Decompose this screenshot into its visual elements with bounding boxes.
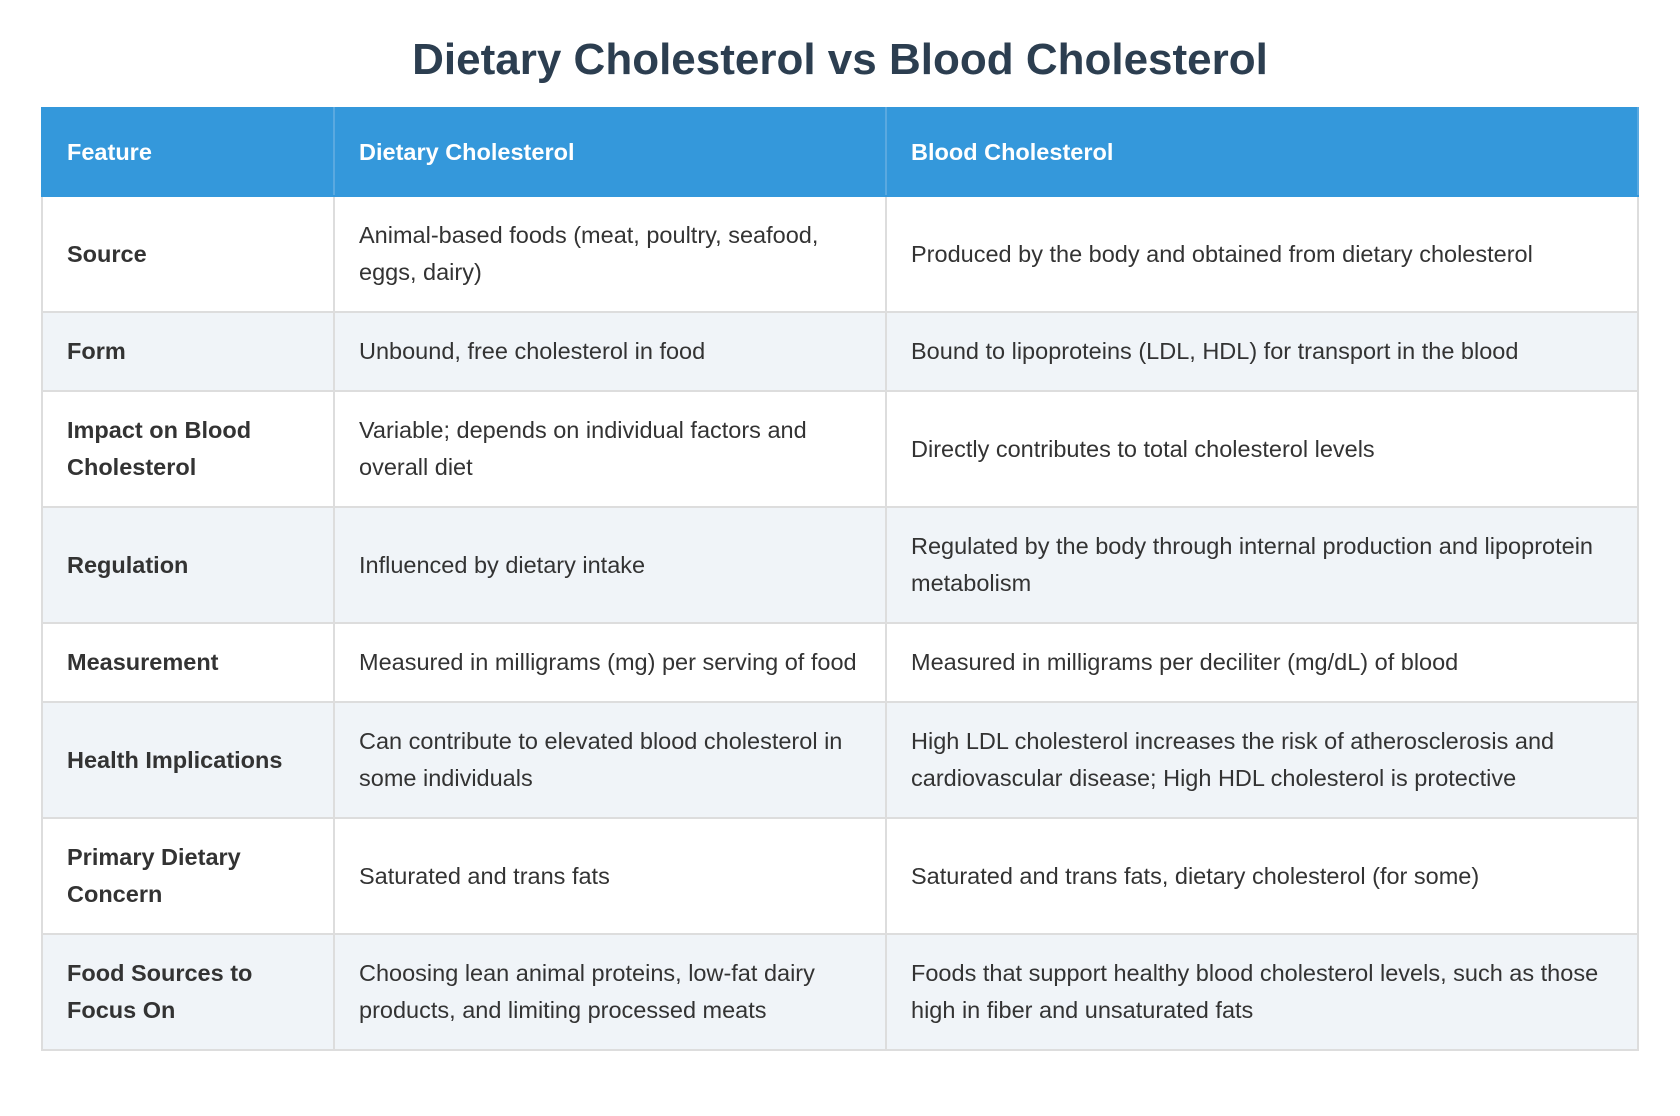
column-header: Blood Cholesterol	[885, 107, 1639, 197]
comparison-table: Feature Dietary Cholesterol Blood Choleste…	[41, 107, 1639, 1051]
column-header: Dietary Cholesterol	[333, 107, 887, 197]
table-row: Food Sources to Focus On Choosing lean an…	[41, 933, 1639, 1051]
table-cell: Foods that support healthy blood cholest…	[885, 933, 1639, 1051]
table-cell: Measured in milligrams per deciliter (mg…	[885, 622, 1639, 703]
feature-cell: Impact on Blood Cholesterol	[41, 390, 335, 508]
table-cell: Choosing lean animal proteins, low-fat d…	[333, 933, 887, 1051]
table-row: Impact on Blood Cholesterol Variable; dep…	[41, 390, 1639, 508]
header-row: Feature Dietary Cholesterol Blood Choleste…	[41, 107, 1639, 197]
table-cell: Measured in milligrams (mg) per serving …	[333, 622, 887, 703]
table-row: Primary Dietary Concern Saturated and tra…	[41, 817, 1639, 935]
table-row: Form Unbound, free cholesterol in food Bou…	[41, 311, 1639, 392]
table-cell: High LDL cholesterol increases the risk …	[885, 701, 1639, 819]
table-cell: Animal-based foods (meat, poultry, seafo…	[333, 195, 887, 313]
table-row: Health Implications Can contribute to ele…	[41, 701, 1639, 819]
table-cell: Directly contributes to total cholestero…	[885, 390, 1639, 508]
feature-cell: Source	[41, 195, 335, 313]
table-row: Regulation Influenced by dietary intake Re…	[41, 506, 1639, 624]
feature-cell: Food Sources to Focus On	[41, 933, 335, 1051]
table-cell: Saturated and trans fats	[333, 817, 887, 935]
table-cell: Saturated and trans fats, dietary choles…	[885, 817, 1639, 935]
table-cell: Variable; depends on individual factors …	[333, 390, 887, 508]
feature-cell: Form	[41, 311, 335, 392]
table-row: Source Animal-based foods (meat, poultry,…	[41, 195, 1639, 313]
feature-cell: Measurement	[41, 622, 335, 703]
column-header: Feature	[41, 107, 335, 197]
table-cell: Bound to lipoproteins (LDL, HDL) for tra…	[885, 311, 1639, 392]
feature-cell: Health Implications	[41, 701, 335, 819]
table-cell: Unbound, free cholesterol in food	[333, 311, 887, 392]
title: Dietary Cholesterol vs Blood Cholesterol	[412, 35, 1268, 84]
table-body: Source Animal-based foods (meat, poultry,…	[41, 195, 1639, 1051]
table-row: Measurement Measured in milligrams (mg) p…	[41, 622, 1639, 703]
table-cell: Regulated by the body through internal p…	[885, 506, 1639, 624]
table-cell: Can contribute to elevated blood cholest…	[333, 701, 887, 819]
table-cell: Produced by the body and obtained from d…	[885, 195, 1639, 313]
feature-cell: Regulation	[41, 506, 335, 624]
table-cell: Influenced by dietary intake	[333, 506, 887, 624]
feature-cell: Primary Dietary Concern	[41, 817, 335, 935]
